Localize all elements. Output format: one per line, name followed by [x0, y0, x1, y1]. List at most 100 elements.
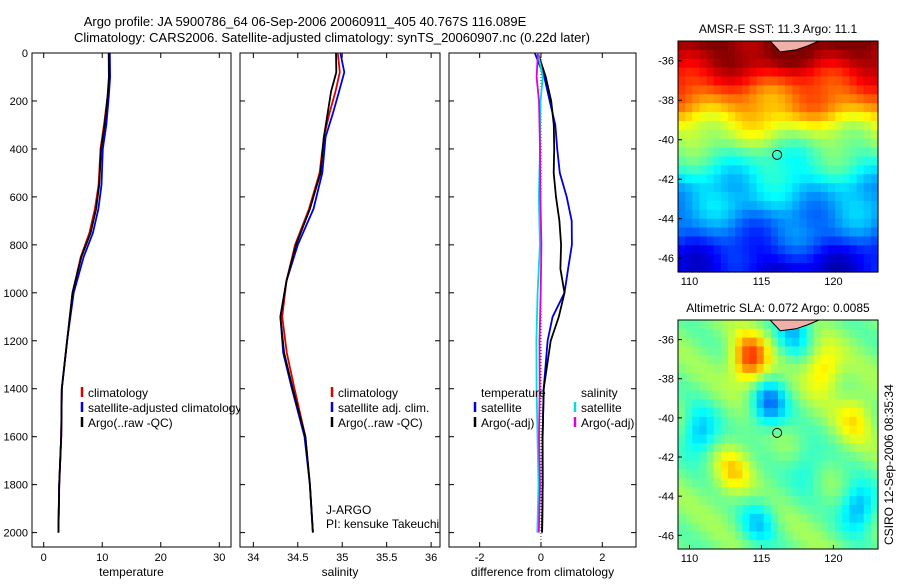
temperature-legend-entry: satellite-adjusted climatology	[88, 401, 241, 415]
sst-map-cell	[799, 147, 808, 158]
sst-map-cell	[713, 112, 722, 122]
sla-map-cell	[806, 487, 815, 497]
sst-map-cell	[785, 112, 793, 122]
sla-map-cell	[835, 478, 843, 488]
sla-map-cell	[835, 399, 843, 409]
sla-map-cell	[849, 346, 858, 356]
sst-map-cell	[728, 147, 736, 158]
sst-map-cell	[735, 174, 743, 184]
sla-map-cell	[756, 540, 765, 550]
sst-map-cell	[842, 129, 850, 140]
sla-map-cell	[763, 425, 772, 436]
sla-map-cell	[742, 355, 750, 365]
sla-map-cell	[713, 496, 722, 506]
sla-map-cell	[728, 531, 736, 541]
sla-map-cell	[856, 478, 865, 488]
sla-map-cell	[742, 328, 750, 339]
sst-map-cell	[792, 200, 800, 211]
sla-map-cell	[706, 540, 715, 550]
sla-map-cell	[842, 460, 850, 471]
sla-map-cell	[778, 496, 786, 506]
sla-map-cell	[713, 425, 722, 436]
sla-map-cell	[749, 364, 758, 374]
sst-map-cell	[692, 94, 700, 104]
sst-map-cell	[742, 254, 750, 264]
sla-map-cell	[820, 487, 829, 497]
sst-map-cell	[692, 49, 700, 60]
sst-map-cell	[863, 103, 872, 113]
sst-map-cell	[692, 138, 700, 149]
sla-map-cell	[685, 522, 693, 532]
sla-map-cell	[849, 513, 858, 524]
temperature-xtick-label: 0	[41, 552, 47, 564]
sla-map-cell	[792, 469, 800, 480]
sla-map-cell	[763, 434, 772, 444]
sst-map-cell	[785, 218, 793, 229]
sst-map-cell	[692, 129, 700, 140]
sst-map-cell	[763, 58, 772, 69]
difference-xtick-label: -2	[475, 552, 485, 564]
sst-map-cell	[678, 183, 686, 193]
sla-map-cell	[749, 328, 758, 339]
sla-map-cell	[778, 540, 786, 550]
sla-map-cell	[792, 443, 800, 453]
sst-map-cell	[749, 236, 758, 246]
sst-map-cell	[699, 245, 708, 255]
sla-map-cell	[678, 346, 686, 356]
sla-map-cell	[813, 469, 822, 480]
sst-map-cell	[813, 165, 822, 175]
sla-map-cell	[863, 425, 872, 436]
sla-map-cell	[763, 320, 772, 330]
sla-map-xtick-label: 120	[824, 553, 842, 565]
temperature-legend-entry: Argo(..raw -QC)	[88, 416, 173, 430]
sst-map-cell	[749, 112, 758, 122]
sst-map-cell	[799, 218, 808, 229]
sla-map-cell	[728, 513, 736, 524]
sst-map-cell	[699, 76, 708, 86]
sla-map-cell	[749, 496, 758, 506]
sst-map-cell	[863, 41, 872, 51]
sst-map-cell	[849, 112, 858, 122]
sst-map-cell	[820, 165, 829, 175]
sla-map-cell	[806, 505, 815, 515]
sst-map-cell	[763, 236, 772, 246]
sla-map-cell	[799, 355, 808, 365]
temperature-ytick-label: 200	[10, 96, 28, 108]
sst-map-cell	[742, 138, 750, 149]
sla-map-cell	[678, 434, 686, 444]
sst-map-cell	[720, 200, 729, 211]
sla-map-cell	[770, 399, 779, 409]
sla-map-cell	[820, 425, 829, 436]
sst-map-cell	[820, 245, 829, 255]
sla-map-cell	[749, 425, 758, 436]
sla-map-cell	[870, 390, 879, 400]
sla-map-cell	[835, 443, 843, 453]
sst-map-cell	[835, 183, 843, 193]
sst-map-cell	[863, 254, 872, 264]
sst-map-cell	[835, 103, 843, 113]
sla-map-cell	[799, 452, 808, 462]
sst-map-cell	[728, 49, 736, 60]
sst-map-cell	[735, 94, 743, 104]
sla-map-cell	[728, 355, 736, 365]
sst-map-cell	[713, 192, 722, 202]
sla-map-cell	[756, 522, 765, 532]
sla-map-cell	[692, 469, 700, 480]
sla-map-cell	[792, 496, 800, 506]
sla-map-cell	[699, 522, 708, 532]
sst-map-cell	[720, 218, 729, 229]
sst-map-cell	[799, 112, 808, 122]
sla-map-cell	[706, 399, 715, 409]
sst-map-cell	[713, 200, 722, 211]
sla-map-cell	[685, 425, 693, 436]
sst-map-cell	[792, 254, 800, 264]
sla-map-cell	[749, 355, 758, 365]
sla-map-cell	[792, 408, 800, 418]
sla-map-cell	[706, 355, 715, 365]
sst-map-cell	[742, 58, 750, 69]
sst-map-cell	[842, 41, 850, 51]
sla-map-cell	[835, 434, 843, 444]
sla-map-cell	[856, 513, 865, 524]
sst-map-cell	[785, 245, 793, 255]
sst-map-cell	[835, 94, 843, 104]
